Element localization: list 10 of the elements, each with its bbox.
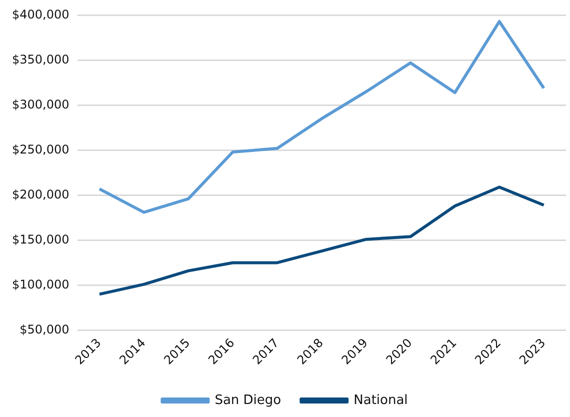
y-tick-label: $50,000 [20,322,70,336]
legend-label: San Diego [214,392,282,408]
y-tick-label: $200,000 [12,187,70,202]
y-tick-label: $150,000 [12,232,70,246]
y-tick-label: $300,000 [12,97,70,112]
y-tick-label: $100,000 [12,277,70,292]
y-tick-label: $400,000 [12,7,70,22]
legend-label: National [354,392,408,408]
y-tick-label: $250,000 [12,142,70,156]
y-tick-label: $350,000 [12,52,70,66]
